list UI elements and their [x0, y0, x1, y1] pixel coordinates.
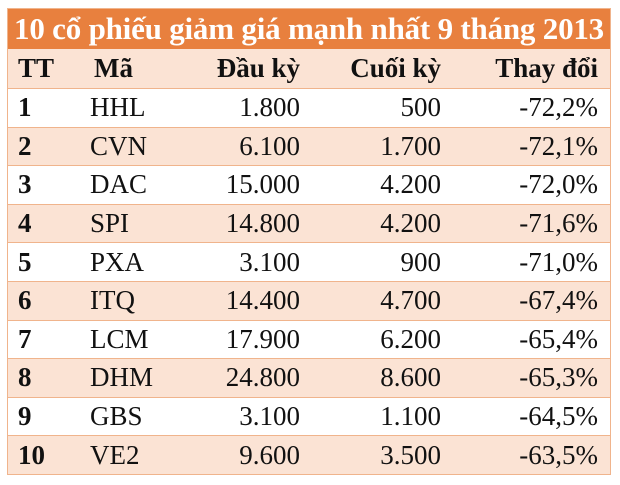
cell-start-price: 3.100	[239, 401, 300, 432]
cell-change: -63,5%	[519, 439, 598, 470]
cell-ticker: LCM	[90, 323, 149, 354]
cell-rank: 4	[18, 208, 32, 239]
cell-start-price: 17.900	[225, 323, 300, 354]
cell-start-price: 14.800	[225, 208, 300, 239]
cell-rank: 3	[18, 169, 32, 200]
cell-end-price: 1.700	[380, 130, 441, 161]
header-cuoi-ky: Cuối kỳ	[350, 53, 441, 83]
cell-start-price: 6.100	[239, 130, 300, 161]
cell-start-price: 14.400	[225, 285, 300, 316]
table-row: 6 ITQ 14.400 4.700 -67,4%	[8, 280, 610, 320]
table-row: 5 PXA 3.100 900 -71,0%	[8, 242, 610, 281]
cell-ticker: PXA	[90, 246, 145, 277]
cell-change: -72,2%	[519, 92, 598, 123]
cell-rank: 1	[18, 92, 32, 123]
cell-start-price: 24.800	[225, 362, 300, 393]
cell-ticker: DAC	[90, 169, 148, 200]
cell-start-price: 9.600	[239, 439, 300, 470]
table-row: 10 VE2 9.600 3.500 -63,5%	[8, 435, 610, 474]
cell-end-price: 900	[400, 246, 442, 277]
header-thay-doi: Thay đổi	[495, 53, 598, 83]
cell-rank: 5	[18, 246, 32, 277]
cell-change: -71,6%	[519, 208, 598, 239]
table-body: 1 HHL 1.800 500 -72,2% 2 CVN 6.100 1.700 -72,1% 3 D…	[8, 88, 610, 474]
cell-ticker: HHL	[90, 92, 146, 123]
cell-rank: 2	[18, 130, 32, 161]
table-row: 8 DHM 24.800 8.600 -65,3%	[8, 358, 610, 397]
cell-change: -65,3%	[519, 362, 598, 393]
cell-ticker: VE2	[90, 439, 140, 470]
cell-change: -65,4%	[519, 323, 598, 354]
header-dau-ky: Đầu kỳ	[216, 53, 300, 83]
cell-change: -67,4%	[519, 285, 598, 316]
cell-ticker: DHM	[90, 362, 154, 393]
cell-ticker: SPI	[90, 208, 130, 239]
table-title: 10 cổ phiếu giảm giá mạnh nhất 9 tháng 2…	[8, 9, 610, 49]
cell-rank: 7	[18, 323, 32, 354]
cell-ticker: GBS	[90, 401, 143, 432]
cell-rank: 9	[18, 401, 32, 432]
cell-start-price: 15.000	[225, 169, 300, 200]
cell-change: -72,0%	[519, 169, 598, 200]
cell-ticker: ITQ	[90, 285, 135, 316]
cell-end-price: 3.500	[380, 439, 441, 470]
cell-ticker: CVN	[90, 130, 148, 161]
table-row: 2 CVN 6.100 1.700 -72,1%	[8, 126, 610, 166]
cell-end-price: 1.100	[380, 401, 441, 432]
table-row: 1 HHL 1.800 500 -72,2%	[8, 88, 610, 127]
table-row: 4 SPI 14.800 4.200 -71,6%	[8, 203, 610, 243]
cell-end-price: 4.700	[380, 285, 441, 316]
table-row: 9 GBS 3.100 1.100 -64,5%	[8, 396, 610, 436]
cell-end-price: 4.200	[380, 169, 441, 200]
cell-rank: 10	[18, 439, 45, 470]
header-row: TT Mã Đầu kỳ Cuối kỳ Thay đổi	[8, 49, 610, 88]
cell-end-price: 8.600	[380, 362, 441, 393]
header-ma: Mã	[94, 53, 133, 83]
cell-change: -71,0%	[519, 246, 598, 277]
cell-end-price: 500	[400, 92, 442, 123]
cell-change: -72,1%	[519, 130, 598, 161]
cell-change: -64,5%	[519, 401, 598, 432]
table-row: 3 DAC 15.000 4.200 -72,0%	[8, 165, 610, 204]
cell-start-price: 1.800	[239, 92, 300, 123]
table-row: 7 LCM 17.900 6.200 -65,4%	[8, 319, 610, 359]
cell-rank: 6	[18, 285, 32, 316]
stock-decline-table: 10 cổ phiếu giảm giá mạnh nhất 9 tháng 2…	[7, 8, 611, 475]
cell-rank: 8	[18, 362, 32, 393]
cell-start-price: 3.100	[239, 246, 300, 277]
cell-end-price: 4.200	[380, 208, 441, 239]
header-tt: TT	[18, 53, 55, 83]
cell-end-price: 6.200	[380, 323, 441, 354]
